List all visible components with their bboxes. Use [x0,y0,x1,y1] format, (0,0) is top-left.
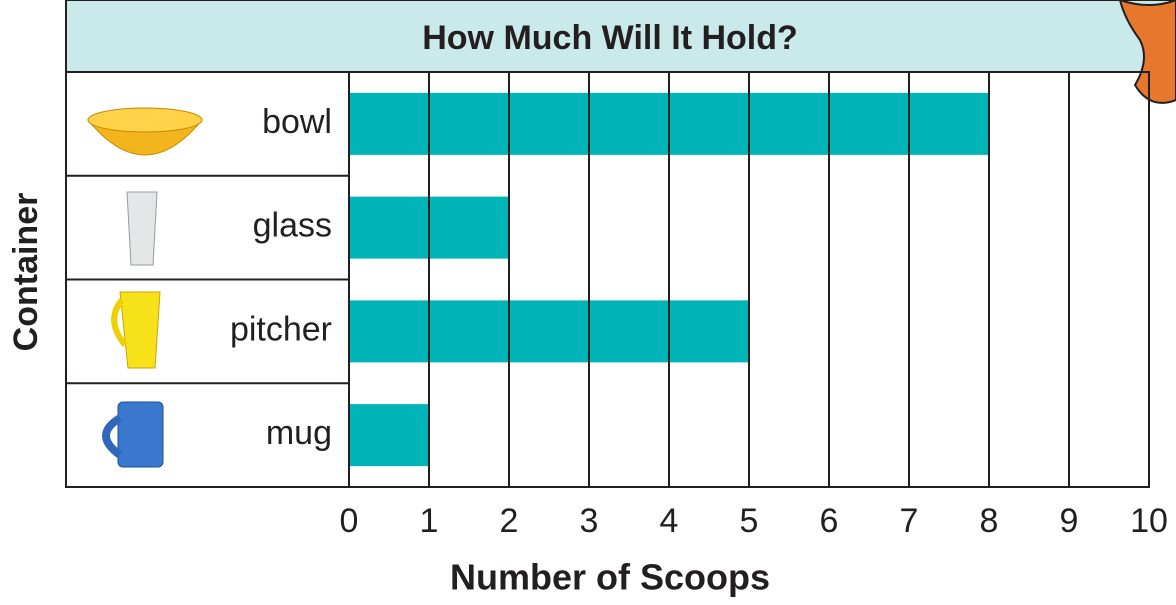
x-tick-label: 5 [740,502,759,540]
category-label: mug [266,414,332,452]
mug-icon [106,402,163,467]
x-tick-label: 10 [1130,502,1168,540]
bar [349,404,429,466]
x-tick-label: 7 [900,502,919,540]
x-tick-label: 2 [500,502,519,540]
x-axis-label: Number of Scoops [450,557,770,598]
category-label: pitcher [230,310,332,348]
x-tick-label: 9 [1060,502,1079,540]
x-tick-label: 6 [820,502,839,540]
x-tick-label: 1 [420,502,439,540]
y-axis-label: Container [7,193,45,352]
x-tick-label: 3 [580,502,599,540]
category-label: bowl [262,103,332,141]
glass-icon [127,192,157,265]
x-tick-label: 8 [980,502,999,540]
x-tick-label: 0 [340,502,359,540]
x-tick-label: 4 [660,502,679,540]
page: How Much Will It Hold? Container Number … [0,0,1176,605]
bar [349,300,749,362]
pitcher-icon [114,292,160,368]
bowl-icon [88,108,202,155]
chart-title: How Much Will It Hold? [422,19,798,57]
category-label: glass [253,207,332,245]
chart: How Much Will It Hold? Container Number … [0,0,1176,605]
